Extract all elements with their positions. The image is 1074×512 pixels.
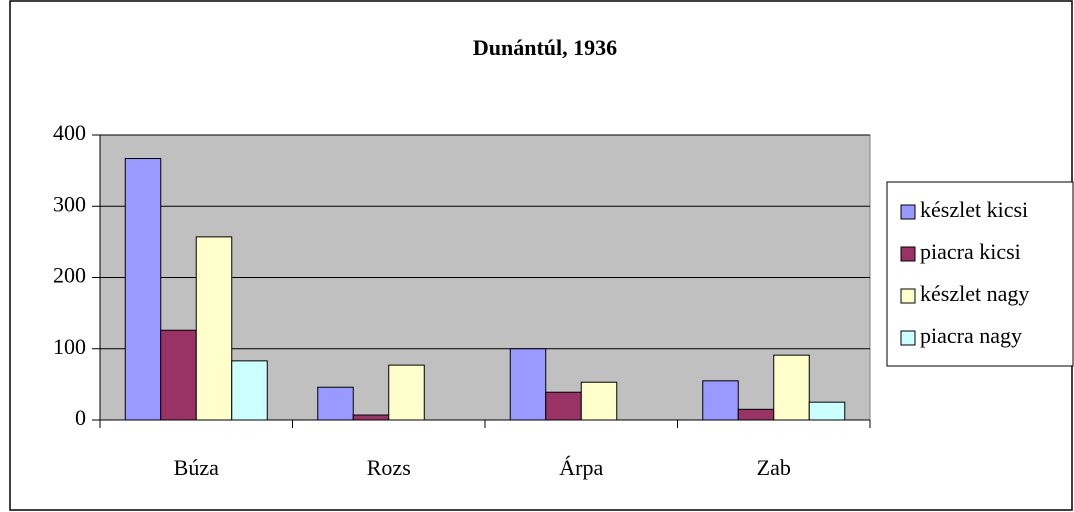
bar — [808, 401, 846, 421]
legend-label: piacra kicsi — [920, 239, 1021, 264]
bar — [509, 348, 547, 421]
y-tick-label: 200 — [53, 263, 86, 288]
legend-label: készlet kicsi — [920, 197, 1028, 222]
legend-swatch — [900, 288, 916, 304]
x-tick-label: Búza — [174, 455, 219, 480]
x-tick-label: Árpa — [559, 455, 603, 480]
x-tick-label: Zab — [757, 455, 791, 480]
bar — [737, 408, 775, 421]
legend-swatch — [900, 330, 916, 346]
bar — [773, 354, 810, 421]
bar — [388, 364, 425, 421]
y-tick-label: 300 — [53, 191, 86, 216]
y-tick-label: 400 — [53, 120, 86, 145]
legend-label: készlet nagy — [920, 281, 1029, 306]
legend-label: piacra nagy — [920, 323, 1022, 348]
bar — [124, 158, 162, 421]
bar — [160, 329, 197, 421]
y-tick-label: 0 — [75, 405, 86, 430]
chart-title: Dunántúl, 1936 — [473, 35, 617, 60]
bar — [317, 386, 354, 421]
legend-swatch — [900, 246, 916, 262]
bar — [352, 414, 390, 421]
bar — [545, 391, 582, 421]
bar — [195, 236, 233, 421]
y-tick-label: 100 — [53, 334, 86, 359]
bar — [231, 360, 268, 421]
bar — [702, 380, 739, 421]
legend-swatch — [900, 204, 916, 220]
legend — [886, 181, 1074, 367]
bar — [580, 381, 618, 421]
x-tick-label: Rozs — [367, 455, 411, 480]
